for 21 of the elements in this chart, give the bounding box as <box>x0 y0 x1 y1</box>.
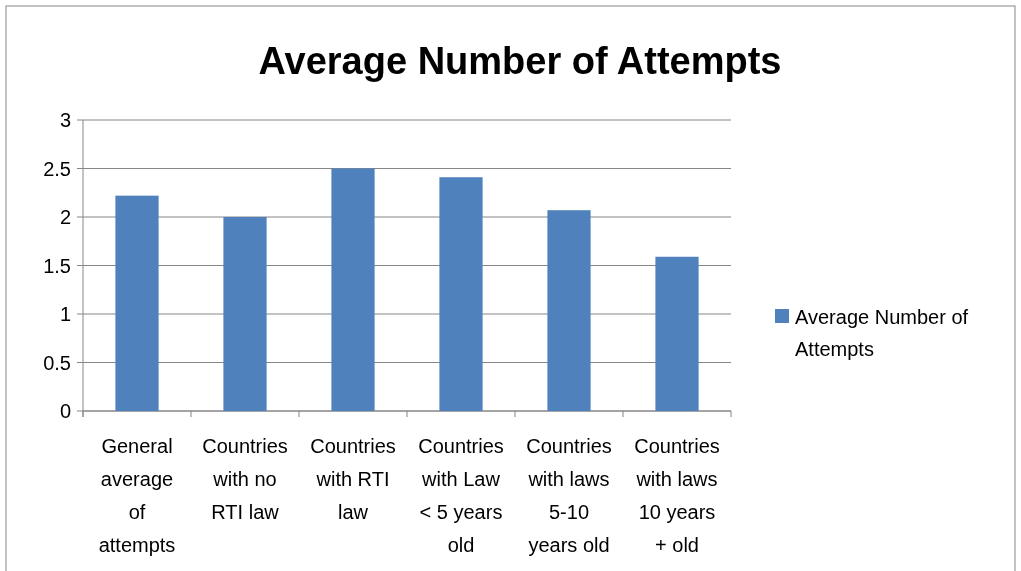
bar <box>115 195 159 411</box>
x-tick-label: Countries with Law < 5 years old <box>418 435 504 556</box>
x-tick-label: Countries with no RTI law <box>202 435 288 523</box>
legend-label: Average Number of Attempts <box>795 306 969 360</box>
bar <box>439 177 483 411</box>
bar <box>223 217 267 411</box>
chart-title: Average Number of Attempts <box>258 40 782 82</box>
y-tick-label: 0.5 <box>43 351 71 374</box>
y-tick-label: 1 <box>59 303 71 325</box>
bar <box>655 256 699 411</box>
x-tick-label: Countries with RTI law <box>310 435 396 523</box>
y-tick-label: 0 <box>59 400 71 422</box>
bar <box>547 210 591 411</box>
x-tick-label: General average of attempts <box>98 435 176 556</box>
x-tick-label: Countries with laws 5-10 years old <box>526 435 612 556</box>
y-tick-label: 2 <box>59 206 71 228</box>
y-tick-label: 1.5 <box>43 254 71 277</box>
bar <box>331 168 375 411</box>
y-tick-label: 2.5 <box>43 157 71 180</box>
x-tick-label: Countries with laws 10 years + old <box>634 435 720 556</box>
y-tick-label: 3 <box>59 109 71 131</box>
